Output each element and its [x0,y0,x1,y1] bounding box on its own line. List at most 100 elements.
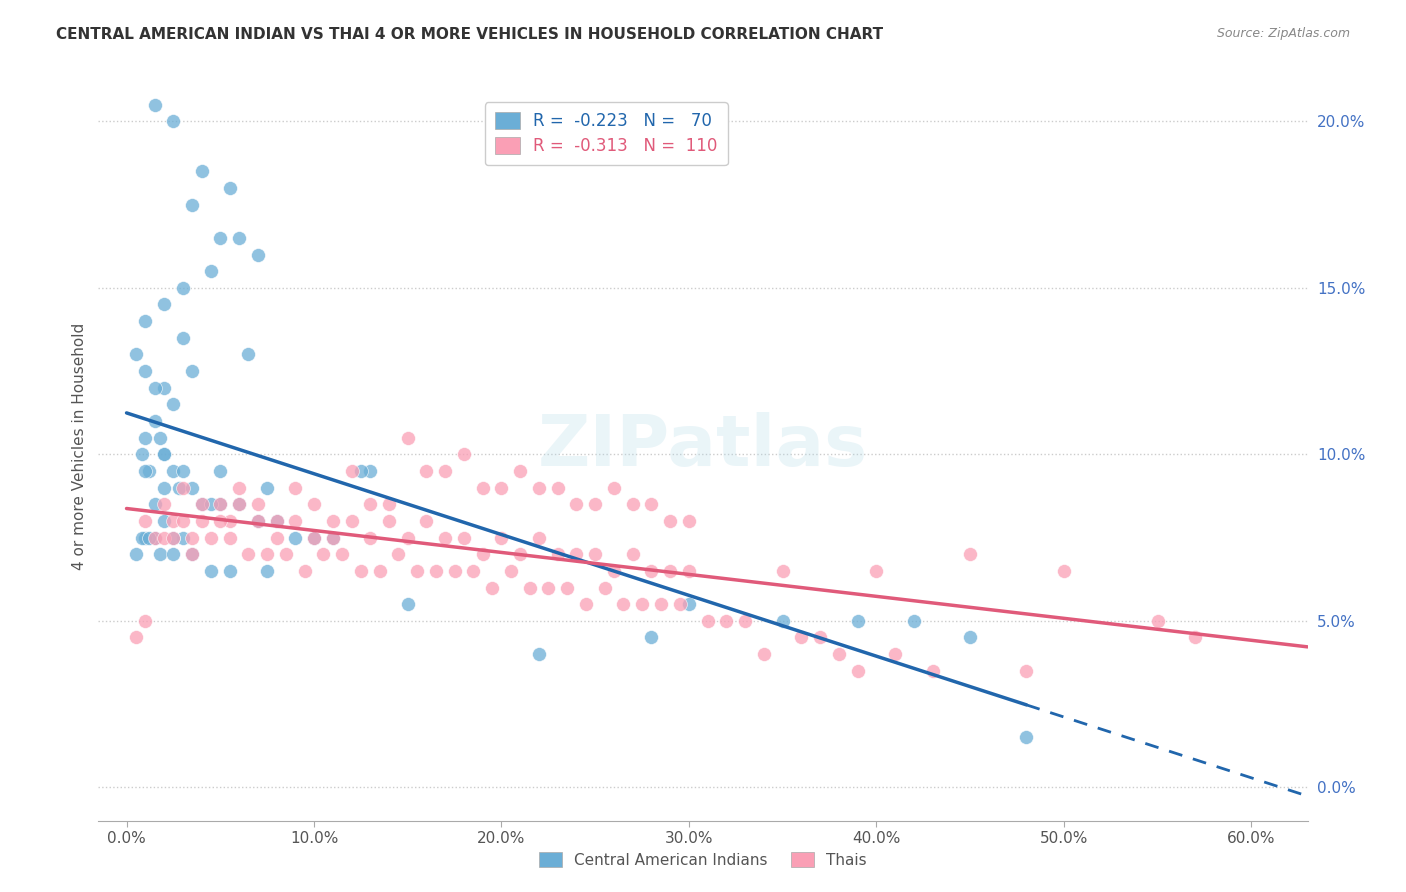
Point [138,531,160,545]
Point [884,647,907,661]
Point [143,381,166,395]
Point [603,564,626,578]
Point [153,447,176,461]
Point [471,481,494,495]
Point [131,447,153,461]
Point [368,564,391,578]
Point [162,531,184,545]
Point [143,531,166,545]
Point [246,514,269,528]
Point [396,431,419,445]
Point [846,664,869,678]
Legend: R =  -0.223   N =   70, R =  -0.313   N =  110: R = -0.223 N = 70, R = -0.313 N = 110 [485,103,728,165]
Point [200,264,222,278]
Point [218,531,240,545]
Point [340,464,363,478]
Point [167,481,190,495]
Point [453,531,475,545]
Point [716,614,738,628]
Point [209,464,232,478]
Point [302,531,325,545]
Point [172,281,194,295]
Point [181,531,204,545]
Point [153,381,176,395]
Point [246,247,269,261]
Text: CENTRAL AMERICAN INDIAN VS THAI 4 OR MORE VEHICLES IN HOUSEHOLD CORRELATION CHAR: CENTRAL AMERICAN INDIAN VS THAI 4 OR MOR… [56,27,883,42]
Point [284,514,307,528]
Point [593,581,616,595]
Point [1146,614,1168,628]
Point [378,514,401,528]
Point [125,347,148,361]
Point [499,564,522,578]
Point [256,547,278,561]
Point [959,547,981,561]
Point [434,531,457,545]
Point [415,464,437,478]
Point [519,581,541,595]
Point [678,564,700,578]
Point [387,547,409,561]
Point [406,564,429,578]
Point [302,531,325,545]
Point [266,514,288,528]
Point [218,181,240,195]
Point [650,597,672,611]
Point [350,564,373,578]
Point [359,497,381,511]
Point [200,531,222,545]
Point [256,481,278,495]
Legend: Central American Indians, Thais: Central American Indians, Thais [531,844,875,875]
Point [565,547,588,561]
Point [162,464,184,478]
Point [162,397,184,411]
Point [125,547,148,561]
Point [555,581,578,595]
Point [209,497,232,511]
Point [378,497,401,511]
Point [828,647,851,661]
Point [153,447,176,461]
Point [143,414,166,428]
Point [312,547,335,561]
Point [640,497,662,511]
Point [453,447,475,461]
Point [631,597,654,611]
Point [125,631,148,645]
Point [162,514,184,528]
Point [162,114,184,128]
Point [162,547,184,561]
Point [209,231,232,245]
Point [537,581,560,595]
Point [434,464,457,478]
Point [846,614,869,628]
Y-axis label: 4 or more Vehicles in Household: 4 or more Vehicles in Household [72,322,87,570]
Point [238,547,260,561]
Point [294,564,316,578]
Point [209,514,232,528]
Point [218,564,240,578]
Point [659,564,682,578]
Point [200,564,222,578]
Point [491,531,513,545]
Point [181,547,204,561]
Point [266,514,288,528]
Point [228,231,250,245]
Point [668,597,690,611]
Point [228,497,250,511]
Point [359,464,381,478]
Point [172,481,194,495]
Point [415,514,437,528]
Point [547,547,569,561]
Point [274,547,297,561]
Point [621,547,644,561]
Point [162,531,184,545]
Point [1184,631,1206,645]
Point [284,481,307,495]
Point [153,297,176,311]
Point [181,481,204,495]
Point [190,497,212,511]
Point [734,614,756,628]
Point [1015,731,1038,745]
Point [583,497,606,511]
